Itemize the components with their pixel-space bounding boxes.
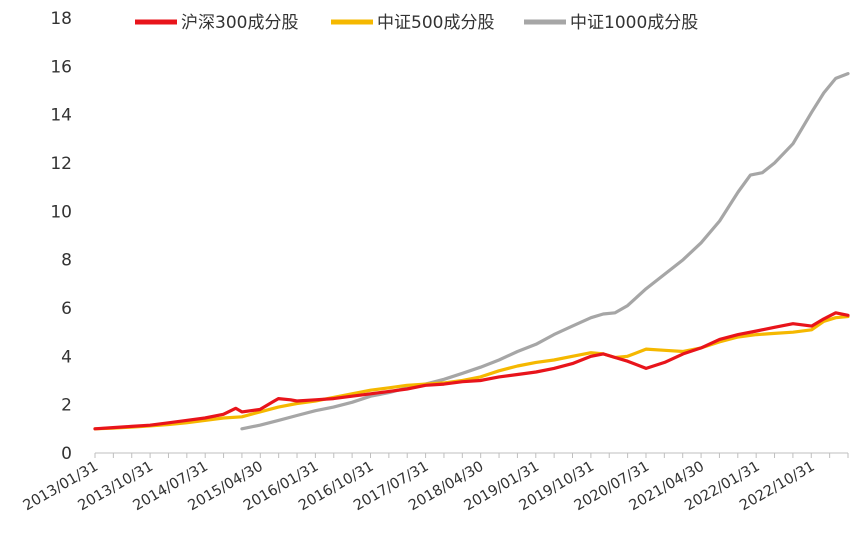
legend-label: 沪深300成分股 (181, 13, 298, 33)
y-tick-label: 4 (61, 347, 72, 367)
y-axis: 0 2 4 6 8 10 12 14 16 18 (50, 9, 72, 464)
y-tick-label: 18 (50, 9, 72, 29)
series-line-1 (93, 314, 850, 431)
y-tick-label: 12 (50, 154, 72, 174)
legend: 沪深300成分股 中证500成分股 中证1000成分股 (135, 13, 698, 33)
y-tick-label: 16 (50, 57, 72, 77)
y-tick-label: 14 (50, 106, 72, 126)
y-tick-label: 6 (61, 299, 72, 319)
y-tick-label: 10 (50, 202, 72, 222)
legend-label: 中证500成分股 (377, 13, 494, 33)
x-axis: 2013/01/312013/10/312014/07/312015/04/30… (21, 452, 849, 514)
plot-area (93, 71, 850, 431)
y-tick-label: 8 (61, 251, 72, 271)
y-tick-label: 0 (61, 444, 72, 464)
y-tick-label: 2 (61, 396, 72, 416)
series-line-0 (93, 311, 850, 431)
series-line-2 (240, 71, 850, 431)
legend-label: 中证1000成分股 (570, 13, 698, 33)
